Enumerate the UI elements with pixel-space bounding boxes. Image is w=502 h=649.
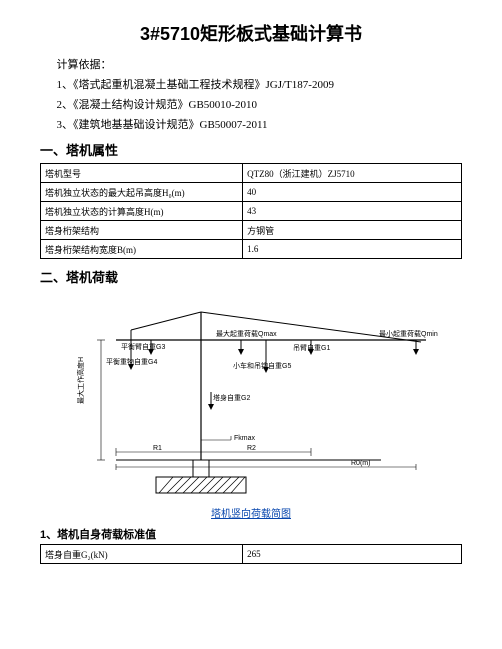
- table-row: 塔身自重G₂(kN)265: [41, 545, 462, 564]
- section-1-header: 一、塔机属性: [40, 140, 462, 159]
- label-fkmax: Fkmax: [234, 435, 256, 442]
- table-row: 塔身桁架结构方钢管: [41, 221, 462, 240]
- cell-label: 塔机独立状态的最大起吊高度H₀(m): [41, 183, 243, 202]
- label-r0: R0(m): [351, 460, 370, 467]
- label-qmax: 最大起重荷载Qmax: [216, 329, 277, 338]
- basis-item-3: 3、《建筑地基基础设计规范》GB50007-2011: [40, 116, 462, 132]
- basis-item-2: 2、《混凝土结构设计规范》GB50010-2010: [40, 96, 462, 112]
- diagram-caption-link[interactable]: 塔机竖向荷载简图: [40, 505, 462, 520]
- sub-header-1: 1、塔机自身荷载标准值: [40, 526, 462, 542]
- crane-diagram: 平衡臂自重G3 平衡重物自重G4 最大起重荷载Qmax 吊臂自重G1 最小起重荷…: [40, 292, 462, 507]
- tower-props-table: 塔机型号QTZ80（浙江建机）ZJ5710 塔机独立状态的最大起吊高度H₀(m)…: [40, 163, 462, 259]
- cell-value: 方钢管: [243, 221, 462, 240]
- cell-value: 1.6: [243, 240, 462, 259]
- label-qmin: 最小起重荷载Qmin: [379, 329, 438, 338]
- cell-label: 塔身自重G₂(kN): [41, 545, 243, 564]
- self-load-table: 塔身自重G₂(kN)265: [40, 544, 462, 564]
- cell-label: 塔身桁架结构宽度B(m): [41, 240, 243, 259]
- section-2-header: 二、塔机荷载: [40, 267, 462, 286]
- label-r1: R1: [153, 445, 162, 452]
- cell-value: QTZ80（浙江建机）ZJ5710: [243, 164, 462, 183]
- table-row: 塔机独立状态的最大起吊高度H₀(m)40: [41, 183, 462, 202]
- doc-title: 3#5710矩形板式基础计算书: [40, 20, 462, 46]
- cell-value: 40: [243, 183, 462, 202]
- cell-label: 塔机型号: [41, 164, 243, 183]
- cell-value: 265: [243, 545, 462, 564]
- label-g1: 吊臂自重G1: [293, 343, 330, 352]
- table-row: 塔机型号QTZ80（浙江建机）ZJ5710: [41, 164, 462, 183]
- basis-header: 计算依据：: [40, 56, 462, 72]
- table-row: 塔机独立状态的计算高度H(m)43: [41, 202, 462, 221]
- cell-value: 43: [243, 202, 462, 221]
- label-g5: 小车和吊钩自重G5: [233, 361, 291, 370]
- cell-label: 塔身桁架结构: [41, 221, 243, 240]
- label-r2: R2: [247, 445, 256, 452]
- table-row: 塔身桁架结构宽度B(m)1.6: [41, 240, 462, 259]
- label-g3: 平衡臂自重G3: [121, 342, 165, 351]
- label-g4: 平衡重物自重G4: [106, 357, 157, 366]
- cell-label: 塔机独立状态的计算高度H(m): [41, 202, 243, 221]
- basis-item-1: 1、《塔式起重机混凝土基础工程技术规程》JGJ/T187-2009: [40, 76, 462, 92]
- label-h: 最大工作高度H: [76, 357, 85, 404]
- label-g2: 塔身自重G2: [213, 393, 250, 402]
